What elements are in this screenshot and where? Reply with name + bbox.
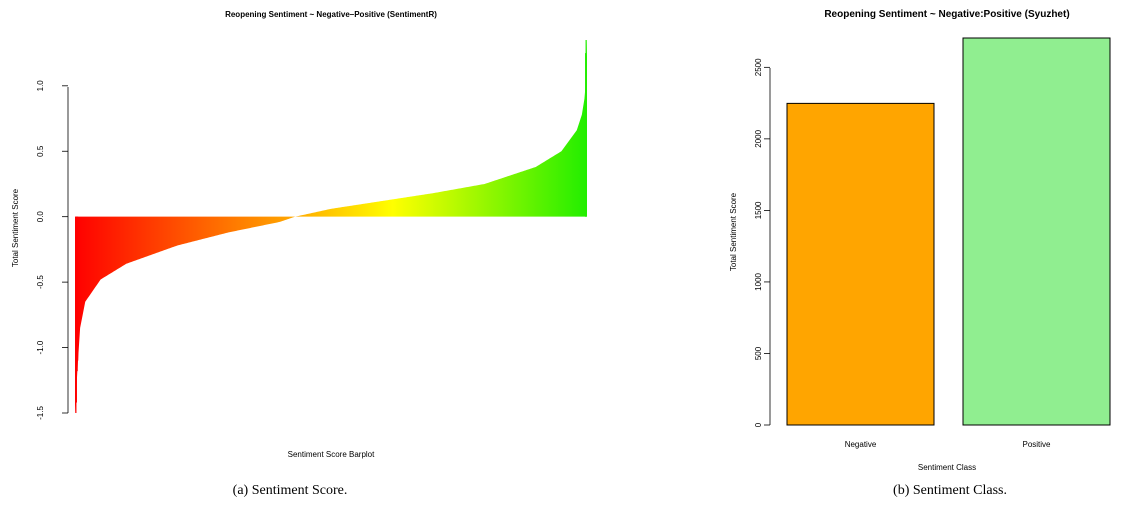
chart-b-ylabel: Total Sentiment Score bbox=[729, 192, 738, 271]
chart-b-x-tick-label: Positive bbox=[1022, 440, 1051, 449]
chart-b-y-tick-label: 2500 bbox=[754, 58, 763, 76]
chart-a-bar-extreme-neg bbox=[77, 216, 79, 361]
chart-a-y-tick-label: 1.0 bbox=[36, 80, 45, 92]
chart-b-y-axis: 0 500 1000 1500 2000 2500 bbox=[754, 58, 771, 427]
chart-a-y-axis: -1.5 -1.0 -0.5 0.0 0.5 1.0 bbox=[36, 80, 69, 420]
panel-b: Reopening Sentiment ~ Negative:Positive … bbox=[729, 9, 1111, 498]
chart-b-y-tick-label: 500 bbox=[754, 346, 763, 360]
chart-a-y-tick-label: -1.5 bbox=[36, 406, 45, 420]
chart-b-caption: (b) Sentiment Class. bbox=[893, 483, 1007, 498]
chart-a-y-tick-label: -0.5 bbox=[36, 275, 45, 289]
chart-b-y-tick-label: 1500 bbox=[754, 201, 763, 219]
chart-a-bar-extreme-neg bbox=[75, 216, 77, 403]
chart-a-bar-area bbox=[75, 40, 587, 413]
chart-b-x-tick-labels: Negative Positive bbox=[845, 440, 1051, 449]
panel-a: Reopening Sentiment ~ Negative–Positive … bbox=[11, 10, 587, 498]
chart-a-ylabel: Total Sentiment Score bbox=[11, 188, 20, 267]
chart-a-title: Reopening Sentiment ~ Negative–Positive … bbox=[225, 10, 437, 19]
chart-a-y-tick-label: -1.0 bbox=[36, 340, 45, 354]
chart-a-xlabel: Sentiment Score Barplot bbox=[288, 450, 375, 459]
chart-b-y-ticks: 0 500 1000 1500 2000 2500 bbox=[754, 58, 770, 427]
chart-b-xlabel: Sentiment Class bbox=[918, 463, 976, 472]
chart-b-x-tick-label: Negative bbox=[845, 440, 877, 449]
chart-b-bar-positive bbox=[962, 37, 1111, 426]
chart-b-title: Reopening Sentiment ~ Negative:Positive … bbox=[824, 9, 1069, 20]
chart-a-y-tick-label: 0.0 bbox=[36, 211, 45, 223]
chart-b-bars bbox=[786, 37, 1111, 426]
chart-a-y-tick-label: 0.5 bbox=[36, 145, 45, 157]
chart-a-y-ticks: -1.5 -1.0 -0.5 0.0 0.5 1.0 bbox=[36, 80, 68, 420]
chart-b-y-tick-label: 0 bbox=[754, 422, 763, 427]
chart-a-bars bbox=[75, 40, 587, 413]
chart-a-bar-extreme-pos bbox=[585, 40, 587, 217]
chart-b-y-tick-label: 1000 bbox=[754, 272, 763, 290]
chart-b-bar-negative bbox=[786, 102, 935, 426]
chart-b-y-tick-label: 2000 bbox=[754, 129, 763, 147]
chart-a-caption: (a) Sentiment Score. bbox=[233, 483, 348, 498]
chart-a-plot bbox=[75, 40, 587, 413]
